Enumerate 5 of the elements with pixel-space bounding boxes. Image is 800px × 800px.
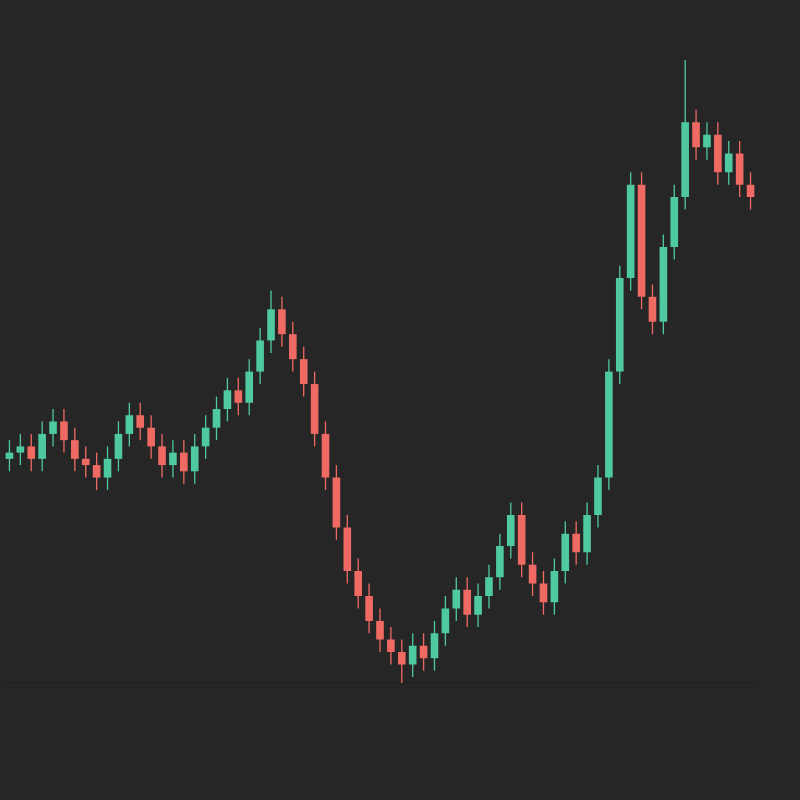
candlestick xyxy=(147,415,155,459)
candlestick xyxy=(49,408,57,447)
candlestick xyxy=(703,122,711,160)
candlestick xyxy=(169,440,177,478)
candlestick xyxy=(387,627,395,665)
